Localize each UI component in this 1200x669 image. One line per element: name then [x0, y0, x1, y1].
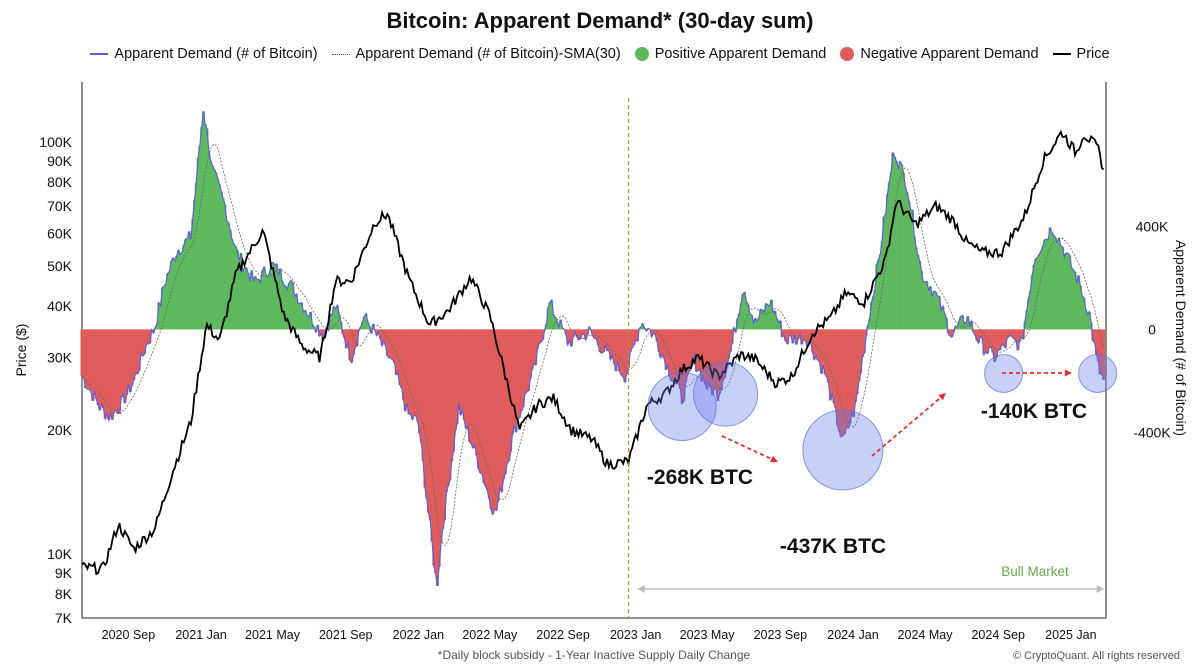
x-tick-label: 2024 Sep	[971, 628, 1025, 642]
left-tick-label: 30K	[47, 350, 73, 366]
x-tick-label: 2021 Jan	[175, 628, 226, 642]
chart-title: Bitcoin: Apparent Demand* (30-day sum)	[386, 8, 814, 33]
left-tick-label: 100K	[39, 134, 72, 150]
right-tick-label: 400K	[1136, 218, 1169, 234]
x-tick-label: 2022 May	[462, 628, 518, 642]
left-tick-label: 40K	[47, 298, 73, 314]
x-tick-label: 2025 Jan	[1045, 628, 1096, 642]
legend-swatch-red	[840, 47, 855, 61]
annotation-140k: -140K BTC	[981, 400, 1087, 423]
left-tick-label: 9K	[55, 565, 73, 581]
x-tick-label: 2020 Sep	[102, 628, 156, 642]
legend-item-positive: Positive Apparent Demand	[634, 46, 827, 62]
annotation-437k: -437K BTC	[780, 535, 886, 558]
legend-label: Price	[1076, 46, 1110, 62]
bull-market-arrow-left	[637, 585, 645, 593]
left-tick-label: 8K	[55, 586, 73, 602]
left-tick-label: 7K	[55, 610, 73, 626]
trend-arrow	[721, 435, 779, 463]
highlight-bubble	[802, 409, 884, 491]
right-axis-title: Apparent Demand (# of Bitcoin)	[1173, 240, 1189, 436]
legend-swatch-dotted	[331, 53, 350, 55]
trend-arrowhead	[938, 393, 946, 401]
left-tick-label: 50K	[47, 258, 73, 274]
chart-legend: Apparent Demand (# of Bitcoin) Apparent …	[0, 46, 1200, 62]
apparent-demand-line	[81, 111, 1105, 586]
sma-line	[81, 143, 1104, 547]
trend-arrow	[871, 392, 947, 457]
x-tick-label: 2022 Jan	[393, 628, 444, 642]
x-tick-label: 2023 Jan	[610, 628, 661, 642]
legend-item-apparent-demand: Apparent Demand (# of Bitcoin)	[90, 46, 318, 62]
right-tick-label: -400K	[1133, 424, 1171, 440]
legend-item-sma: Apparent Demand (# of Bitcoin)-SMA(30)	[331, 46, 621, 62]
left-tick-label: 70K	[47, 198, 73, 214]
legend-swatch-line	[90, 53, 109, 55]
legend-swatch-green	[634, 47, 649, 61]
legend-label: Negative Apparent Demand	[860, 46, 1039, 62]
footnote: *Daily block subsidy - 1-Year Inactive S…	[437, 648, 751, 662]
trend-arrowhead	[770, 455, 778, 463]
left-tick-label: 10K	[47, 546, 73, 562]
x-tick-label: 2022 Sep	[536, 628, 590, 642]
left-tick-label: 90K	[47, 153, 73, 169]
legend-item-price: Price	[1052, 46, 1110, 62]
left-axis-title: Price ($)	[13, 324, 29, 377]
trend-arrowhead	[1064, 369, 1072, 377]
bull-market-arrow-right	[1096, 585, 1104, 593]
legend-item-negative: Negative Apparent Demand	[840, 46, 1039, 62]
legend-label: Apparent Demand (# of Bitcoin)-SMA(30)	[355, 46, 621, 62]
x-tick-label: 2021 May	[245, 628, 301, 642]
left-tick-label: 20K	[47, 422, 73, 438]
left-tick-label: 80K	[47, 174, 73, 190]
legend-swatch-black	[1052, 53, 1071, 55]
price-line	[81, 129, 1105, 576]
bull-market-label: Bull Market	[1001, 564, 1069, 579]
x-tick-label: 2023 May	[680, 628, 736, 642]
legend-label: Apparent Demand (# of Bitcoin)	[114, 46, 318, 62]
x-tick-label: 2024 Jan	[827, 628, 878, 642]
copyright: © CryptoQuant. All rights reserved	[1012, 650, 1180, 662]
highlight-bubble	[693, 361, 759, 427]
annotation-268k: -268K BTC	[647, 466, 753, 489]
left-tick-label: 60K	[47, 226, 73, 242]
x-tick-label: 2021 Sep	[319, 628, 373, 642]
highlight-bubble	[1078, 353, 1118, 393]
legend-label: Positive Apparent Demand	[654, 46, 827, 62]
x-tick-label: 2024 May	[898, 628, 954, 642]
highlight-bubble	[647, 371, 717, 441]
right-tick-label: 0	[1148, 321, 1156, 337]
x-tick-label: 2023 Sep	[754, 628, 808, 642]
